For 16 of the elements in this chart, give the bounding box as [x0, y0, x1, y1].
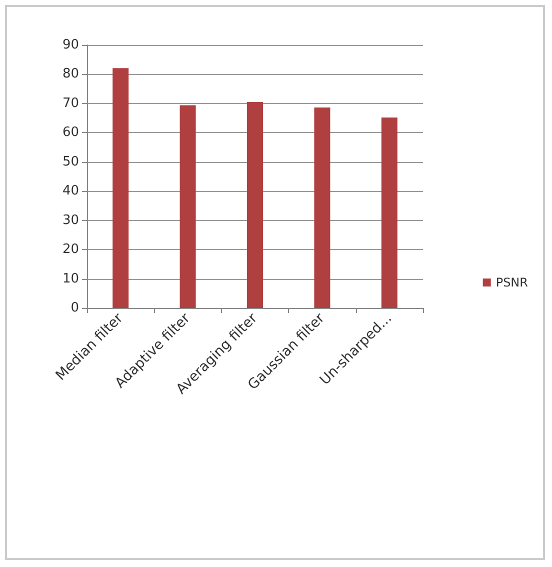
y-tick-label: 80	[62, 66, 79, 82]
y-tick-label: 20	[62, 242, 79, 258]
bar	[180, 105, 196, 308]
bar	[112, 68, 129, 308]
y-tick-label: 70	[62, 96, 79, 111]
y-tick-label: 60	[62, 125, 79, 140]
y-tick-label: 0	[70, 300, 79, 316]
bar	[247, 102, 263, 308]
legend-label: PSNR	[496, 276, 528, 290]
y-tick-label: 90	[62, 38, 79, 52]
y-tick-label: 10	[62, 271, 79, 286]
y-tick-label: 40	[62, 184, 79, 199]
bar	[314, 108, 330, 308]
y-tick-label: 30	[62, 212, 79, 228]
y-tick-label: 50	[62, 154, 79, 170]
bar	[381, 117, 398, 308]
